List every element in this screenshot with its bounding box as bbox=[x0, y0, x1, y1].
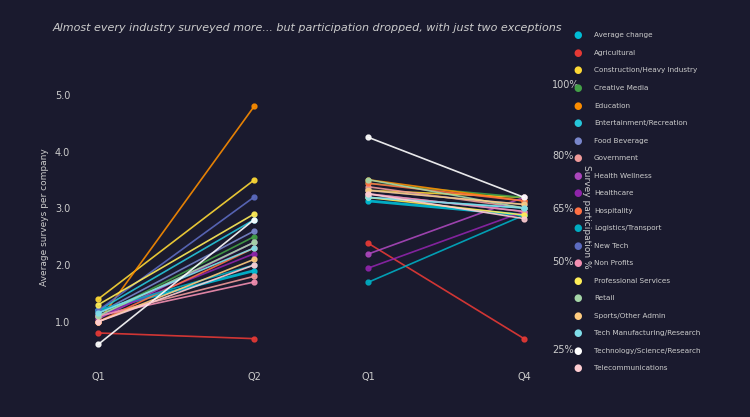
Text: ●: ● bbox=[574, 30, 582, 40]
Text: Average change: Average change bbox=[594, 33, 652, 38]
Text: Health Wellness: Health Wellness bbox=[594, 173, 652, 178]
Text: ●: ● bbox=[574, 293, 582, 303]
Text: Creative Media: Creative Media bbox=[594, 85, 648, 91]
Text: ●: ● bbox=[574, 136, 582, 146]
Text: ●: ● bbox=[574, 328, 582, 338]
Text: ●: ● bbox=[574, 241, 582, 251]
Text: ●: ● bbox=[574, 83, 582, 93]
Text: ●: ● bbox=[574, 363, 582, 373]
Text: Technology/Science/Research: Technology/Science/Research bbox=[594, 348, 700, 354]
Text: Education: Education bbox=[594, 103, 630, 108]
Text: Hospitality: Hospitality bbox=[594, 208, 632, 214]
Text: Food Beverage: Food Beverage bbox=[594, 138, 648, 143]
Text: Non Profits: Non Profits bbox=[594, 260, 633, 266]
Text: ●: ● bbox=[574, 118, 582, 128]
Text: ●: ● bbox=[574, 223, 582, 233]
Text: Healthcare: Healthcare bbox=[594, 190, 634, 196]
Text: ●: ● bbox=[574, 48, 582, 58]
Y-axis label: Survey participation %: Survey participation % bbox=[582, 165, 591, 269]
Text: Tech Manufacturing/Research: Tech Manufacturing/Research bbox=[594, 330, 700, 336]
Text: ●: ● bbox=[574, 311, 582, 321]
Text: New Tech: New Tech bbox=[594, 243, 628, 249]
Text: ●: ● bbox=[574, 258, 582, 268]
Text: ●: ● bbox=[574, 65, 582, 75]
Text: Logistics/Transport: Logistics/Transport bbox=[594, 225, 662, 231]
Text: ●: ● bbox=[574, 171, 582, 181]
Text: Telecommunications: Telecommunications bbox=[594, 365, 668, 371]
Text: Sports/Other Admin: Sports/Other Admin bbox=[594, 313, 665, 319]
Text: Entertainment/Recreation: Entertainment/Recreation bbox=[594, 120, 687, 126]
Text: ●: ● bbox=[574, 188, 582, 198]
Text: Government: Government bbox=[594, 155, 639, 161]
Text: Construction/Heavy Industry: Construction/Heavy Industry bbox=[594, 68, 698, 73]
Text: Professional Services: Professional Services bbox=[594, 278, 670, 284]
Text: ●: ● bbox=[574, 100, 582, 111]
Text: ●: ● bbox=[574, 153, 582, 163]
Text: ●: ● bbox=[574, 206, 582, 216]
Text: Retail: Retail bbox=[594, 295, 614, 301]
Text: ●: ● bbox=[574, 276, 582, 286]
Text: Agricultural: Agricultural bbox=[594, 50, 636, 56]
Text: ●: ● bbox=[574, 346, 582, 356]
Y-axis label: Average surveys per company: Average surveys per company bbox=[40, 148, 50, 286]
Text: Almost every industry surveyed more... but participation dropped, with just two : Almost every industry surveyed more... b… bbox=[53, 23, 562, 33]
